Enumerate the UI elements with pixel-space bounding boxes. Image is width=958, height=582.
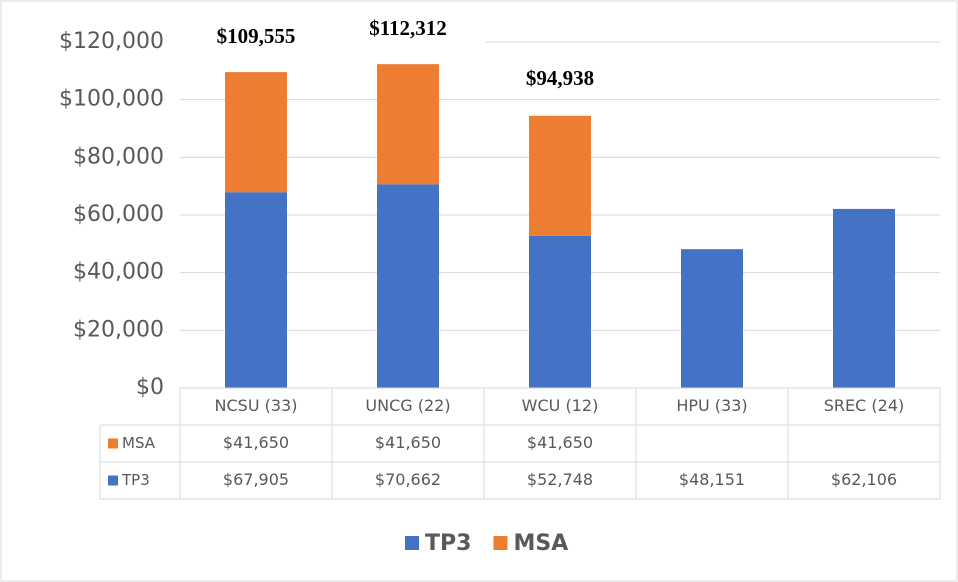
y-tick-label: $0 <box>136 375 164 400</box>
table-row-label: MSA <box>122 434 156 452</box>
y-tick-label: $100,000 <box>59 87 164 112</box>
total-label: $109,555 <box>217 24 296 48</box>
table-cell: $62,106 <box>831 470 897 489</box>
bar-segment <box>225 192 287 388</box>
table-cell: $52,748 <box>527 470 593 489</box>
bar-segment <box>681 249 743 388</box>
table-row-label: TP3 <box>121 471 150 489</box>
total-label-bg <box>330 13 486 48</box>
bar-segment <box>833 208 895 388</box>
total-label: $94,938 <box>526 66 594 90</box>
y-tick-label: $40,000 <box>73 260 164 285</box>
legend-key <box>493 536 508 550</box>
table-legend-key <box>108 438 118 449</box>
x-tick-label: NCSU (33) <box>215 396 298 415</box>
table-cell: $41,650 <box>527 433 593 452</box>
legend-label: TP3 <box>425 531 471 556</box>
bar-segment <box>377 64 439 185</box>
table-legend-key <box>108 475 118 486</box>
table-cell: $41,650 <box>375 433 441 452</box>
table-cell: $70,662 <box>375 470 441 489</box>
table-cell: $67,905 <box>223 470 289 489</box>
x-tick-label: HPU (33) <box>676 396 747 415</box>
y-tick-label: $120,000 <box>59 29 164 54</box>
bar-segment <box>225 72 287 193</box>
bar-segment <box>529 235 591 388</box>
total-label-bg <box>482 63 638 98</box>
bar-segment <box>529 115 591 236</box>
x-tick-label: WCU (12) <box>522 396 599 415</box>
legend-label: MSA <box>513 531 568 556</box>
y-tick-label: $80,000 <box>73 144 164 169</box>
bar-segment <box>377 184 439 388</box>
table-cell: $41,650 <box>223 433 289 452</box>
y-tick-label: $20,000 <box>73 317 164 342</box>
legend-key <box>405 536 419 550</box>
x-tick-label: UNCG (22) <box>365 396 450 415</box>
x-tick-label: SREC (24) <box>824 396 904 415</box>
total-label-bg <box>178 21 334 56</box>
y-tick-label: $60,000 <box>73 202 164 227</box>
total-label: $112,312 <box>369 16 447 40</box>
table-cell: $48,151 <box>679 470 745 489</box>
